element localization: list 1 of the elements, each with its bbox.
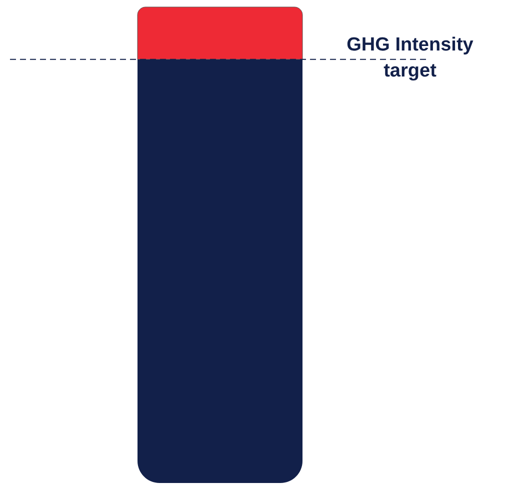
ref-line-label: GHG Intensity target (346, 34, 474, 82)
